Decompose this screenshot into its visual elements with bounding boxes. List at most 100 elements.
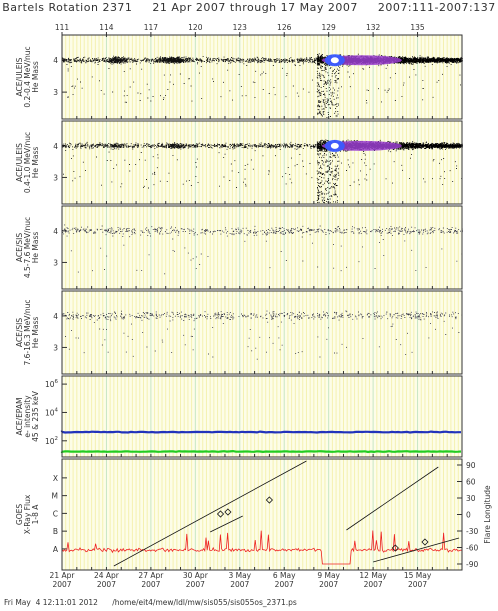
- scatter-points: [62, 310, 463, 360]
- top-tick-label: 120: [188, 23, 203, 32]
- top-tick-label: 135: [410, 23, 425, 32]
- density-center: [330, 57, 339, 64]
- y-axis-label: GOES: [15, 504, 24, 525]
- y-tick-exponent: 2: [55, 436, 59, 442]
- y-axis-label: 0.2-0.4 MeV/nuc: [23, 46, 32, 107]
- bottom-tick-date: 30 Apr: [183, 571, 209, 580]
- flare-marker: [391, 544, 399, 552]
- bottom-tick-year: 2007: [186, 580, 205, 589]
- y-axis-label: He Mass: [31, 147, 40, 179]
- top-tick-label: 111: [55, 23, 70, 32]
- panel-5: 106 104 102 ACE/EPAM e- intensity 45 & 235 ke…: [15, 375, 463, 458]
- xray-flux-line: [61, 530, 462, 565]
- flare-longitude-track: [346, 466, 439, 531]
- y2-tick-label: 60: [466, 478, 476, 487]
- flare-marker: [265, 496, 273, 504]
- y2-tick-label: -60: [466, 544, 478, 553]
- panel-frame: [61, 205, 463, 290]
- y-axis-label: 1-8 A: [31, 504, 40, 525]
- bottom-tick-date: 6 May: [273, 571, 296, 580]
- panel-4: 4 3 ACE/SIS 7.6-16.3 MeV/nuc He Mass: [15, 290, 463, 375]
- event-cluster: [104, 55, 133, 65]
- bottom-tick-date: 12 May: [359, 571, 387, 580]
- bottom-tick-year: 2007: [230, 580, 249, 589]
- scatter-points: [62, 224, 463, 275]
- epam-series: [60, 430, 461, 434]
- footer-text: Fri May 4 12:11:01 2012 /home/eit4/mew/l…: [4, 598, 297, 607]
- y-axis-label: e- intensity: [23, 395, 32, 438]
- event-cluster: [164, 142, 186, 149]
- y-tick-label: M: [52, 492, 58, 501]
- top-tick-label: 129: [322, 23, 337, 32]
- density-center: [330, 142, 339, 149]
- panel-2: 4 3 ACE/ULEIS 0.4-1.0 MeV/nuc He Mass: [15, 120, 463, 205]
- y-axis-label: 7.6-16.3 MeV/nuc: [23, 299, 32, 365]
- panel-frame: [61, 120, 463, 205]
- bottom-tick-year: 2007: [275, 580, 294, 589]
- bottom-tick-year: 2007: [97, 580, 116, 589]
- panel-frame: [61, 458, 463, 571]
- y-axis-label: He Mass: [31, 317, 40, 349]
- top-tick-label: 132: [366, 23, 381, 32]
- panel-frame: [61, 375, 463, 458]
- y-axis-label: 0.4-1.0 MeV/nuc: [23, 132, 32, 193]
- bottom-tick-year: 2007: [52, 580, 71, 589]
- y-axis-label: X-Ray Flux: [23, 494, 32, 534]
- y-tick-label: 106: [45, 379, 59, 389]
- panel-1: 4 3 ACE/ULEIS 0.2-0.4 MeV/nuc He Mass: [15, 34, 463, 120]
- bottom-tick-year: 2007: [319, 580, 338, 589]
- y-tick-label: 102: [45, 436, 58, 446]
- flare-longitude-track: [113, 460, 307, 567]
- y-axis-label: ACE/ULEIS: [15, 143, 24, 182]
- y-tick-label: 4: [53, 142, 58, 151]
- flare-marker: [224, 508, 232, 516]
- top-tick-label: 126: [277, 23, 292, 32]
- y-axis-label: He Mass: [31, 61, 40, 93]
- epam-series: [60, 449, 462, 454]
- bottom-tick-date: 21 Apr: [50, 571, 76, 580]
- y-tick-label: 3: [53, 88, 58, 97]
- y2-tick-label: 30: [466, 494, 476, 503]
- y2-tick-label: -90: [466, 560, 478, 569]
- y-tick-label: B: [53, 527, 58, 536]
- bottom-tick-date: 24 Apr: [94, 571, 120, 580]
- event-cluster: [106, 143, 128, 150]
- y-tick-label: 3: [53, 343, 58, 352]
- y-tick-label: A: [53, 545, 59, 554]
- top-tick-label: 117: [144, 23, 159, 32]
- bottom-tick-date: 9 May: [317, 571, 340, 580]
- flare-marker: [421, 538, 429, 546]
- y2-tick-label: 90: [466, 461, 476, 470]
- y-axis-label: 4.5-7.6 MeV/nuc: [23, 217, 32, 278]
- panel-3: 4 3 ACE/SIS 4.5-7.6 MeV/nuc He Mass: [15, 205, 463, 290]
- y-tick-label: 3: [53, 258, 58, 267]
- y-tick-label: X: [53, 474, 58, 483]
- bottom-tick-date: 27 Apr: [138, 571, 164, 580]
- y2-tick-label: 0: [466, 511, 471, 520]
- y-tick-label: 4: [53, 56, 58, 65]
- top-day-ticks: 111 114 117 120 123 126 129 132 135: [55, 23, 425, 37]
- flare-longitude-track: [373, 537, 460, 563]
- event-cluster: [153, 56, 194, 65]
- y-axis-label: ACE/SIS: [15, 318, 24, 347]
- y-axis-label: ACE/SIS: [15, 233, 24, 262]
- y-axis-label: 45 & 235 keV: [31, 390, 40, 442]
- y2-axis-label: Flare Longitude: [483, 485, 492, 544]
- y-tick-label: 104: [45, 407, 59, 417]
- y-axis-label: He Mass: [31, 232, 40, 264]
- bottom-tick-date: 3 May: [228, 571, 251, 580]
- chart-title: Bartels Rotation 2371 21 Apr 2007 throug…: [2, 1, 496, 14]
- y-tick-label: 3: [53, 173, 58, 182]
- y-tick-label: C: [53, 509, 58, 518]
- top-tick-label: 123: [233, 23, 248, 32]
- panel-frame: [61, 34, 463, 120]
- y-tick-label: 4: [53, 227, 58, 236]
- flare-longitude-track: [209, 515, 243, 533]
- y2-tick-label: -30: [466, 527, 478, 536]
- bottom-tick-year: 2007: [141, 580, 160, 589]
- bottom-tick-year: 2007: [408, 580, 427, 589]
- top-tick-label: 114: [99, 23, 114, 32]
